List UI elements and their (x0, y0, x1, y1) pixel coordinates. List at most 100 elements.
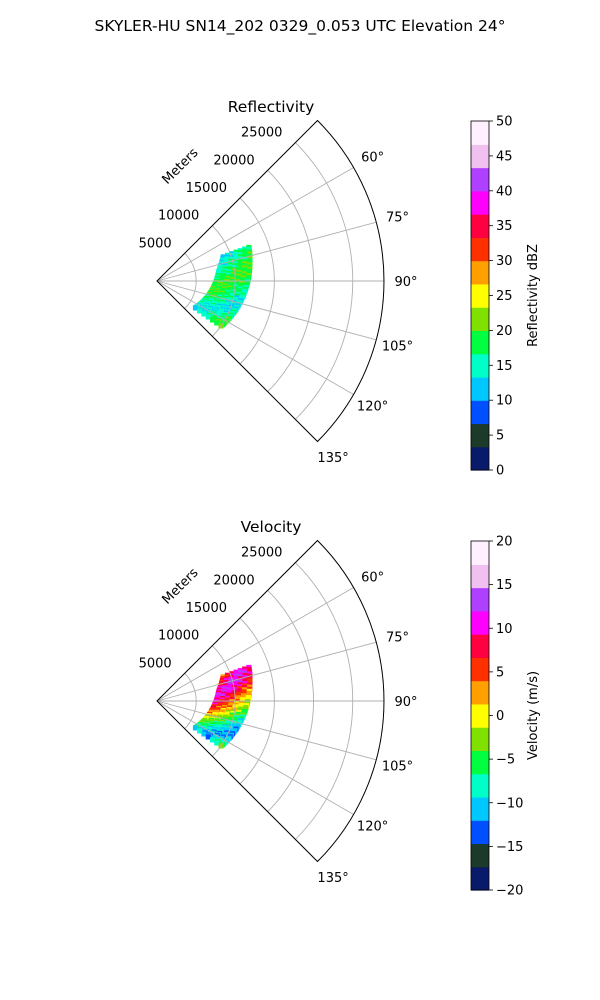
grid-spoke (156, 280, 354, 395)
colorbar-segment (471, 820, 489, 845)
colorbar-tick-label: −10 (496, 796, 523, 811)
colorbar-segment (471, 260, 489, 285)
colorbar: −20 −15 −10 −5 0 5 10 15 20 Velocity (m/s) (470, 535, 541, 899)
sector-outline (156, 539, 385, 863)
colorbar-segment (471, 587, 489, 612)
colorbar-tick-label: 20 (496, 324, 513, 339)
colorbar-segment (471, 307, 489, 331)
colorbar-segment (471, 727, 489, 751)
colorbar: 0 5 10 15 20 25 30 35 40 45 50 Reflectivity dBZ (470, 115, 541, 479)
colorbar-segment (471, 353, 489, 378)
colorbar-segment (471, 167, 489, 192)
r-tick-label: 25000 (241, 546, 282, 561)
colorbar-tick-label: 35 (496, 219, 513, 234)
r-tick-label: 10000 (158, 209, 199, 224)
colorbar-segment (471, 121, 489, 145)
colorbar-segment (471, 703, 489, 728)
colorbar-tick-label: 0 (496, 464, 504, 479)
theta-tick-label: 90° (394, 695, 417, 710)
colorbar-tick-label: 15 (496, 359, 513, 374)
colorbar-segment (471, 866, 489, 891)
colorbar-segment (471, 750, 489, 775)
colorbar-tick-label: 15 (496, 578, 513, 593)
echo-gate (201, 311, 207, 317)
colorbar-tick-label: 10 (496, 394, 513, 409)
echo-gate (205, 734, 211, 740)
colorbar-segment (471, 283, 489, 308)
echo-gate (210, 317, 216, 323)
colorbar-tick-label: 30 (496, 254, 513, 269)
colorbar-label: Velocity (m/s) (526, 671, 541, 760)
colorbar-segment (471, 446, 489, 471)
colorbar-segment (471, 680, 489, 705)
echo-gate (201, 731, 207, 737)
colorbar-segment (471, 610, 489, 635)
echo-gate (210, 737, 216, 743)
sector-outline (156, 119, 385, 443)
panel-title: Velocity (241, 518, 302, 536)
colorbar-tick-label: 10 (496, 622, 513, 637)
grid-spoke (156, 167, 354, 282)
colorbar-tick-label: 50 (496, 115, 513, 130)
grid-spoke (156, 280, 377, 341)
theta-tick-label: 120° (357, 400, 388, 415)
echo-gate (214, 320, 220, 326)
colorbar-tick-label: −20 (496, 884, 523, 899)
colorbar-segment (471, 376, 489, 401)
r-tick-label: 15000 (186, 181, 227, 196)
theta-tick-label: 105° (382, 759, 413, 774)
colorbar-segment (471, 657, 489, 682)
colorbar-segment (471, 330, 489, 355)
grid-spoke (156, 587, 354, 702)
colorbar-segment (471, 564, 489, 589)
colorbar-tick-label: 40 (496, 184, 513, 199)
echo-gate (197, 728, 203, 734)
theta-tick-label: 60° (361, 571, 384, 586)
theta-tick-label: 135° (317, 871, 348, 886)
echo-gate (197, 308, 203, 314)
r-tick-label: 25000 (241, 126, 282, 141)
colorbar-segment (471, 773, 489, 798)
colorbar-tick-label: 5 (496, 665, 504, 680)
r-tick-label: 20000 (213, 573, 254, 588)
theta-tick-label: 135° (317, 451, 348, 466)
colorbar-segment (471, 237, 489, 262)
theta-tick-label: 120° (357, 820, 388, 835)
colorbar-segment (471, 144, 489, 169)
grid (156, 142, 384, 420)
echo-gate (214, 740, 220, 746)
colorbar-label: Reflectivity dBZ (526, 244, 541, 347)
theta-tick-label: 75° (386, 211, 409, 226)
grid-spoke (156, 700, 354, 815)
grid-spoke (156, 641, 377, 702)
echo-gate (192, 305, 199, 311)
r-tick-label: 5000 (139, 656, 172, 671)
colorbar-segment (471, 423, 489, 448)
r-tick-label: 15000 (186, 601, 227, 616)
colorbar-segment (471, 634, 489, 658)
figure-suptitle: SKYLER-HU SN14_202 0329_0.053 UTC Elevat… (95, 17, 506, 36)
colorbar-segment (471, 214, 489, 238)
theta-tick-label: 105° (382, 339, 413, 354)
colorbar-tick-label: 0 (496, 709, 504, 724)
colorbar-segment (471, 796, 489, 821)
colorbar-tick-label: 25 (496, 289, 513, 304)
echo-gate (192, 725, 199, 731)
colorbar-tick-label: −15 (496, 840, 523, 855)
theta-tick-label: 60° (361, 151, 384, 166)
colorbar-segment (471, 541, 489, 565)
colorbar-segment (471, 190, 489, 215)
echo-gate (205, 314, 211, 320)
colorbar-segment (471, 400, 489, 425)
theta-tick-label: 75° (386, 631, 409, 646)
colorbar-tick-label: 45 (496, 149, 513, 164)
grid-spoke (156, 221, 377, 282)
colorbar-tick-label: 20 (496, 535, 513, 550)
theta-tick-label: 90° (394, 275, 417, 290)
reflectivity-panel: Reflectivity500010000150002000025000Mete… (139, 98, 541, 479)
colorbar-tick-label: −5 (496, 753, 515, 768)
grid (156, 562, 384, 840)
colorbar-segment (471, 843, 489, 868)
